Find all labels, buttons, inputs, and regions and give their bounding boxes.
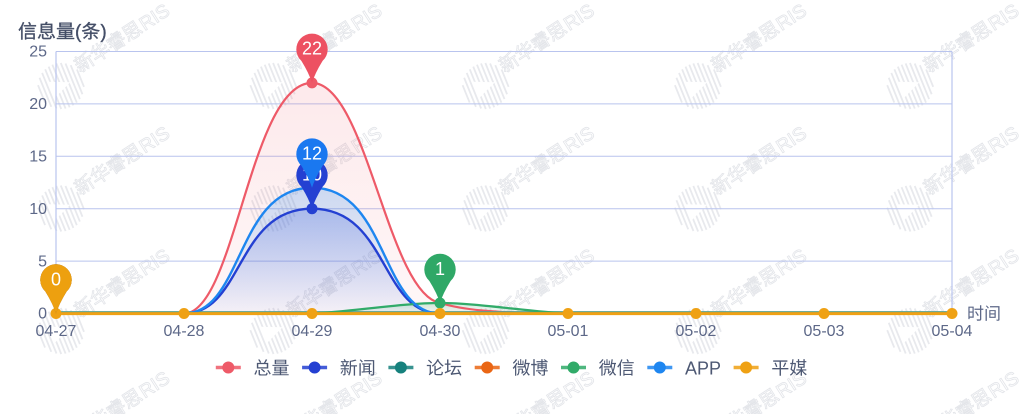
svg-text:04-27: 04-27 [36, 323, 77, 340]
svg-text:1: 1 [435, 259, 445, 279]
svg-text:10: 10 [29, 201, 47, 218]
svg-text:5: 5 [38, 253, 47, 270]
svg-text:0: 0 [51, 269, 61, 289]
svg-text:25: 25 [29, 44, 47, 61]
svg-text:05-01: 05-01 [548, 323, 589, 340]
svg-text:05-02: 05-02 [676, 323, 717, 340]
svg-text:(: ( [75, 22, 82, 43]
svg-text:22: 22 [302, 39, 322, 59]
svg-text:05-04: 05-04 [932, 323, 973, 340]
svg-text:): ) [100, 22, 106, 43]
svg-text:05-03: 05-03 [804, 323, 845, 340]
svg-text:0: 0 [38, 306, 47, 323]
svg-text:12: 12 [302, 144, 322, 164]
svg-text:04-30: 04-30 [420, 323, 461, 340]
svg-text:04-29: 04-29 [292, 323, 333, 340]
svg-text:15: 15 [29, 149, 47, 166]
svg-text:20: 20 [29, 96, 47, 113]
svg-text:04-28: 04-28 [164, 323, 205, 340]
svg-text:APP: APP [685, 358, 721, 378]
